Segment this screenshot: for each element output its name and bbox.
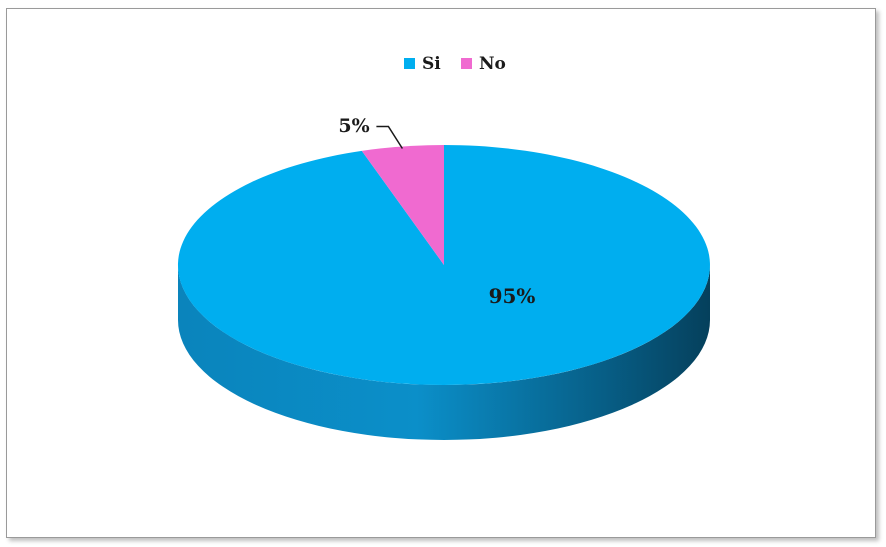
legend-label-si: Si — [422, 54, 441, 74]
data-label-no: 5% — [338, 115, 369, 137]
pie-side-wall — [178, 265, 710, 440]
pie-slice-si — [177, 145, 710, 386]
legend-swatch-si — [404, 58, 415, 69]
pie-slice-no — [361, 145, 444, 265]
legend: Si No — [404, 54, 506, 74]
legend-label-no: No — [479, 54, 506, 74]
legend-swatch-no — [461, 58, 472, 69]
label-leader-line — [376, 125, 404, 149]
data-label-si: 95% — [489, 284, 536, 308]
